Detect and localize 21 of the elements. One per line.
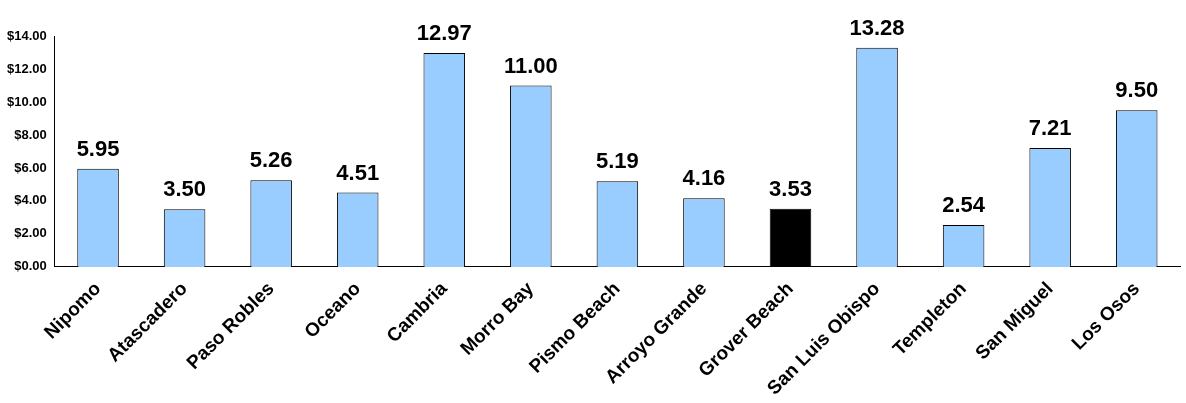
y-tick-label: $0.00	[14, 258, 47, 274]
y-tick-label: $8.00	[14, 126, 47, 142]
data-label: 5.95	[76, 135, 120, 161]
data-label: 4.51	[336, 159, 380, 185]
data-label: 11.00	[503, 52, 558, 78]
data-label: 9.50	[1115, 77, 1159, 103]
data-label: 7.21	[1028, 115, 1072, 141]
data-label: 3.53	[769, 175, 812, 201]
y-tick-label: $6.00	[14, 159, 47, 175]
data-label: 2.54	[942, 192, 986, 218]
data-label: 3.50	[163, 176, 207, 202]
y-tick-label: $4.00	[14, 192, 47, 208]
data-label: 5.26	[249, 147, 293, 173]
y-tick-label: $10.00	[7, 93, 47, 109]
y-tick-label: $2.00	[14, 225, 47, 241]
data-label: 13.28	[849, 14, 905, 40]
data-label: 12.97	[416, 20, 472, 46]
data-label: 4.16	[682, 165, 726, 191]
data-label: 5.19	[595, 148, 639, 174]
y-tick-label: $14.00	[7, 27, 47, 43]
y-tick-label: $12.00	[7, 60, 47, 76]
